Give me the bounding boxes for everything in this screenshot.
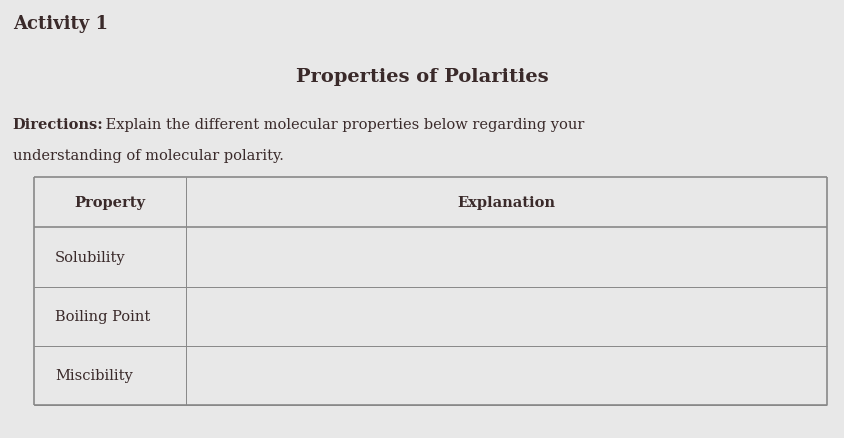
Text: Properties of Polarities: Properties of Polarities [295, 67, 549, 86]
Text: Solubility: Solubility [55, 251, 126, 264]
Text: Explanation: Explanation [457, 196, 555, 209]
Text: Explain the different molecular properties below regarding your: Explain the different molecular properti… [101, 118, 585, 132]
Text: Property: Property [74, 196, 145, 209]
Text: Activity 1: Activity 1 [13, 15, 108, 33]
Text: Directions:: Directions: [13, 118, 104, 132]
Text: Miscibility: Miscibility [55, 369, 133, 382]
Text: understanding of molecular polarity.: understanding of molecular polarity. [13, 148, 284, 162]
Text: Boiling Point: Boiling Point [55, 310, 150, 323]
